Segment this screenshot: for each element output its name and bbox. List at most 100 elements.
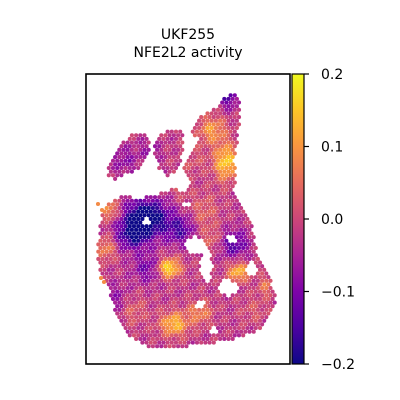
spot — [136, 282, 141, 287]
spot — [241, 238, 246, 243]
spot — [100, 264, 105, 269]
spot — [134, 322, 139, 327]
spot — [134, 162, 139, 167]
spot — [194, 202, 200, 207]
spot — [165, 318, 170, 323]
spot — [205, 133, 210, 138]
spot — [136, 326, 141, 331]
spot — [220, 238, 225, 243]
spot — [239, 220, 244, 225]
spot — [197, 322, 202, 327]
spot — [146, 300, 151, 305]
spot — [142, 278, 147, 283]
spot — [270, 304, 275, 309]
spot — [239, 329, 244, 334]
spot — [127, 311, 132, 316]
spot — [186, 311, 191, 316]
spot — [215, 115, 221, 120]
spot — [270, 296, 275, 302]
spot — [144, 296, 149, 302]
spot — [125, 300, 130, 305]
spot — [232, 333, 237, 338]
spot — [241, 275, 246, 280]
spot — [176, 329, 181, 334]
spot — [236, 231, 242, 236]
spot — [253, 245, 258, 251]
spot — [232, 209, 237, 214]
spot — [136, 267, 141, 272]
spot — [140, 311, 145, 316]
spot — [222, 125, 227, 131]
spot — [178, 275, 183, 280]
spot — [199, 173, 204, 178]
spot — [173, 340, 179, 345]
spot — [199, 231, 204, 236]
spot — [134, 256, 139, 262]
spot — [245, 326, 250, 331]
spot — [148, 245, 153, 251]
spot — [140, 224, 145, 229]
spot — [243, 227, 248, 232]
spot — [110, 165, 116, 171]
spot — [218, 278, 223, 283]
spot — [184, 300, 189, 305]
spot — [123, 245, 128, 251]
spot — [197, 191, 202, 196]
spot — [230, 256, 235, 262]
spot — [209, 227, 214, 232]
spot — [255, 300, 260, 305]
spot — [121, 300, 126, 305]
spot — [266, 311, 271, 316]
spot — [182, 195, 187, 200]
spot — [226, 198, 231, 203]
spot — [182, 296, 187, 302]
spot — [218, 205, 223, 211]
spot — [247, 286, 252, 291]
spot — [108, 242, 113, 247]
spot — [171, 140, 176, 145]
spot — [241, 253, 246, 258]
spot — [180, 242, 185, 247]
spot — [140, 282, 145, 287]
spot — [180, 191, 185, 196]
spot — [180, 198, 185, 203]
spot — [144, 238, 149, 243]
spot — [144, 326, 149, 331]
spot — [190, 326, 195, 331]
spot — [125, 315, 130, 320]
spot — [165, 202, 170, 207]
spot — [211, 115, 216, 120]
spot — [190, 231, 195, 236]
spot — [180, 278, 185, 283]
spot — [178, 326, 183, 331]
spot — [131, 333, 137, 338]
spot — [236, 122, 242, 127]
spot — [201, 322, 206, 327]
spot — [188, 227, 193, 232]
spot — [224, 253, 229, 258]
spot — [236, 326, 242, 331]
spot — [234, 220, 239, 225]
spot — [144, 245, 149, 251]
spot — [173, 202, 179, 207]
spot — [119, 238, 124, 243]
spot — [186, 282, 191, 287]
spot — [220, 107, 225, 112]
spot — [194, 173, 200, 178]
spot — [220, 100, 225, 105]
spot — [220, 224, 225, 229]
spot — [125, 198, 130, 203]
spot — [121, 227, 126, 232]
spot — [205, 293, 210, 298]
spot — [197, 286, 202, 291]
spot — [131, 158, 137, 163]
spot — [199, 289, 204, 294]
spot — [203, 173, 208, 178]
spot — [142, 198, 147, 203]
spot — [257, 311, 263, 316]
spot — [266, 289, 271, 294]
spot — [131, 209, 137, 214]
spot — [138, 315, 143, 320]
spot — [131, 253, 137, 258]
spot — [171, 307, 176, 312]
